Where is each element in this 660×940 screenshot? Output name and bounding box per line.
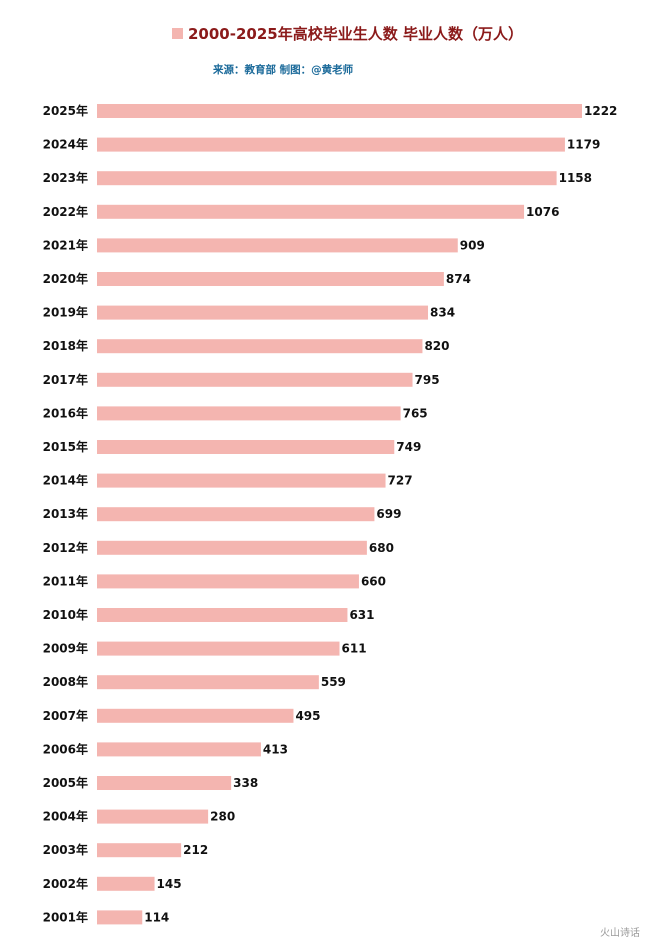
category-label: 2023年 [43, 170, 88, 185]
watermark-text: 火山诗话 [600, 926, 640, 939]
legend-square [172, 28, 183, 39]
value-label: 114 [144, 910, 169, 924]
category-label: 2003年 [43, 842, 88, 857]
bar [97, 473, 386, 488]
bar [97, 675, 319, 690]
bar [97, 540, 367, 555]
bar [97, 238, 458, 253]
bar [97, 272, 444, 286]
value-label: 212 [183, 843, 208, 857]
value-label: 660 [361, 574, 386, 588]
category-label: 2001年 [43, 909, 88, 924]
bar [97, 809, 209, 824]
chart-title: 2000-2025年高校毕业生人数 毕业人数（万人） [188, 25, 523, 43]
bar [97, 574, 359, 589]
value-label: 834 [430, 306, 455, 320]
category-label: 2010年 [43, 607, 88, 622]
bar [97, 305, 429, 320]
category-label: 2013年 [43, 506, 88, 521]
bar [97, 776, 232, 790]
bar [97, 641, 340, 656]
value-label: 559 [321, 675, 346, 689]
value-label: 1179 [567, 138, 600, 152]
bar [97, 339, 423, 354]
category-label: 2011年 [43, 573, 88, 588]
category-label: 2018年 [43, 338, 88, 353]
bar [97, 742, 261, 757]
category-label: 2004年 [43, 809, 88, 824]
value-label: 765 [403, 406, 428, 420]
value-label: 413 [263, 742, 288, 756]
value-label: 680 [369, 541, 394, 555]
category-label: 2022年 [43, 204, 88, 219]
value-label: 495 [295, 709, 320, 723]
category-label: 2008年 [43, 674, 88, 689]
bar [97, 876, 155, 891]
category-label: 2006年 [43, 741, 88, 756]
category-label: 2015年 [43, 439, 88, 454]
value-label: 280 [210, 810, 235, 824]
bar [97, 708, 294, 723]
category-label: 2021年 [43, 237, 88, 252]
category-label: 2016年 [43, 405, 88, 420]
category-label: 2012年 [43, 540, 88, 555]
category-label: 2005年 [43, 775, 88, 790]
category-label: 2017年 [43, 372, 88, 387]
category-label: 2024年 [43, 137, 88, 152]
chart-source: 来源：教育部 制图：@黄老师 [212, 63, 354, 76]
bar [97, 171, 557, 186]
value-label: 874 [446, 272, 471, 286]
value-label: 1158 [559, 171, 592, 185]
bar [97, 372, 413, 387]
bar [97, 104, 582, 118]
value-label: 749 [396, 440, 421, 454]
bar [97, 843, 182, 858]
bars-group: 2025年 1222 2024年 1179 2023年 1158 2022年 1076 2021… [43, 103, 617, 925]
bar [97, 406, 401, 421]
value-label: 909 [460, 238, 485, 252]
bar [97, 910, 143, 925]
value-label: 338 [233, 776, 258, 790]
value-label: 1222 [584, 104, 617, 118]
watermark: 火山诗话 [558, 926, 656, 940]
bar [97, 204, 525, 219]
bar [97, 440, 395, 454]
category-label: 2007年 [43, 708, 88, 723]
category-label: 2019年 [43, 305, 88, 320]
bar [97, 608, 348, 622]
category-label: 2020年 [43, 271, 88, 286]
value-label: 611 [342, 642, 367, 656]
value-label: 795 [415, 373, 440, 387]
category-label: 2009年 [43, 641, 88, 656]
value-label: 727 [388, 474, 413, 488]
value-label: 1076 [526, 205, 559, 219]
category-label: 2025年 [43, 103, 88, 118]
value-label: 145 [157, 877, 182, 891]
bar [97, 507, 375, 522]
value-label: 820 [424, 339, 449, 353]
value-label: 699 [376, 507, 401, 521]
bar [97, 137, 565, 152]
value-label: 631 [349, 608, 374, 622]
category-label: 2002年 [43, 876, 88, 891]
category-label: 2014年 [43, 473, 88, 488]
